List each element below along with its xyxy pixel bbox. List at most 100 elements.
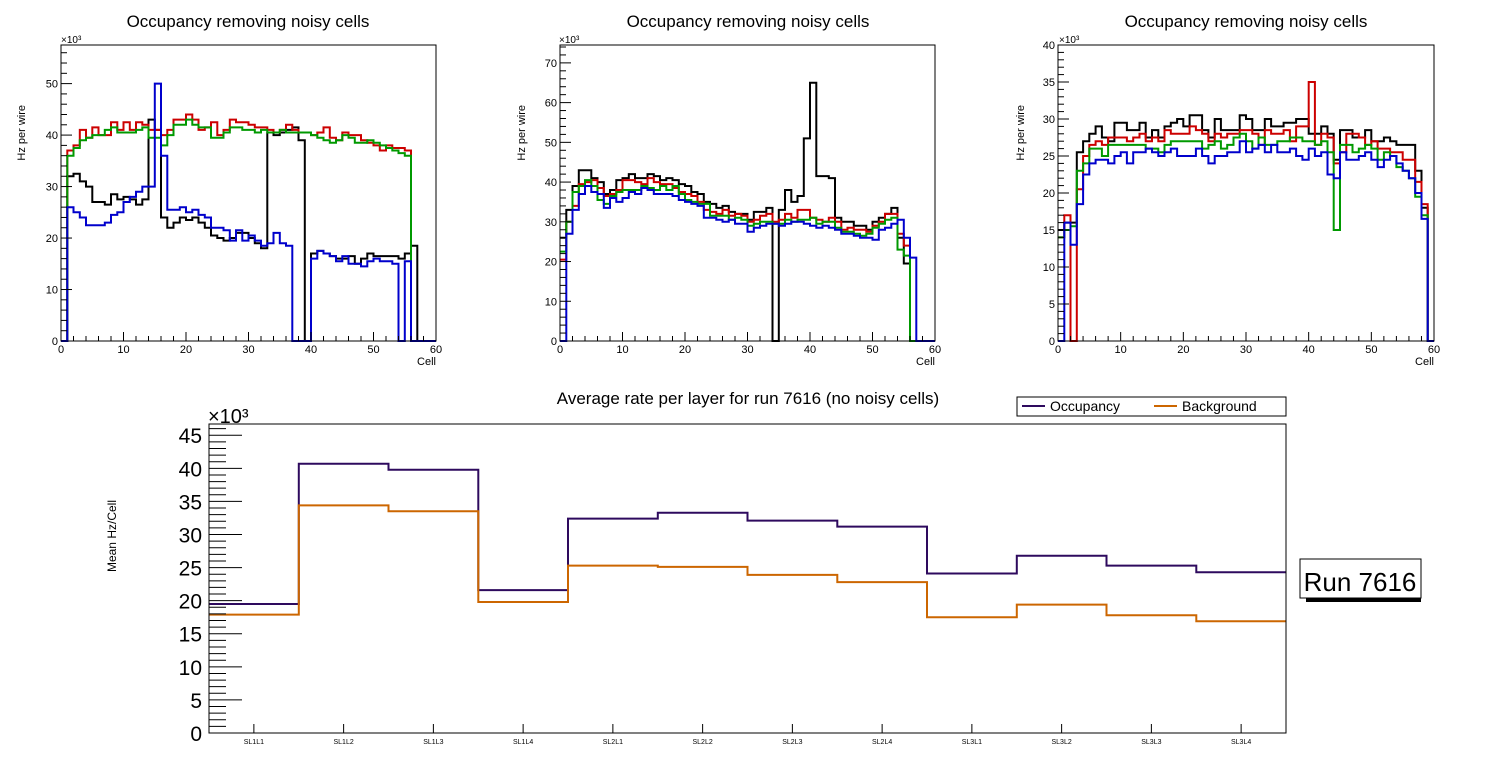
y-tick-label: 30 <box>46 182 58 194</box>
bottom-frame <box>208 423 1287 734</box>
category-label: SL3L4 <box>1231 739 1251 746</box>
legend-box <box>1016 396 1287 417</box>
x-tick-label: 60 <box>430 344 442 356</box>
category-label: SL2L1 <box>603 739 623 746</box>
y-tick-label: 30 <box>179 524 202 547</box>
panel-1-ylabel: Hz per wire <box>16 105 28 161</box>
panel-2-series-layer-2 <box>560 177 935 342</box>
panel-1-frame <box>60 44 437 342</box>
category-label: SL3L3 <box>1141 739 1161 746</box>
panel-3-title: Occupancy removing noisy cells <box>1125 12 1368 31</box>
legend-label-background: Background <box>1182 398 1257 414</box>
x-tick-label: 50 <box>866 344 878 356</box>
panel-3-frame <box>1057 44 1435 342</box>
y-tick-label: 60 <box>545 98 557 110</box>
x-tick-label: 20 <box>1177 344 1189 356</box>
y-tick-label: 40 <box>179 458 202 481</box>
x-tick-label: 60 <box>1428 344 1440 356</box>
category-label: SL1L4 <box>513 739 533 746</box>
panel-3-series-layer-2 <box>1058 81 1434 342</box>
category-label: SL3L2 <box>1052 739 1072 746</box>
category-label: SL2L2 <box>693 739 713 746</box>
x-tick-label: 30 <box>242 344 254 356</box>
y-tick-label: 35 <box>179 491 202 514</box>
x-tick-label: 10 <box>616 344 628 356</box>
panel-1-series-layer-1 <box>61 118 436 342</box>
y-tick-label: 5 <box>1049 299 1055 311</box>
panel-3-occupancy-chart: Occupancy removing noisy cells Hz per wi… <box>1015 12 1440 368</box>
panel-3-multiplier: ×10³ <box>1059 35 1080 46</box>
x-tick-label: 30 <box>741 344 753 356</box>
bottom-title: Average rate per layer for run 7616 (no … <box>557 389 939 408</box>
y-tick-label: 5 <box>190 690 202 713</box>
panel-2-ylabel: Hz per wire <box>516 105 528 161</box>
x-tick-label: 0 <box>557 344 563 356</box>
category-label: SL2L3 <box>782 739 802 746</box>
y-tick-label: 40 <box>1043 40 1055 52</box>
y-tick-label: 0 <box>190 723 202 746</box>
y-tick-label: 0 <box>1049 336 1055 348</box>
y-tick-label: 35 <box>1043 77 1055 89</box>
category-label: SL1L2 <box>334 739 354 746</box>
panel-2-series-layer-4 <box>560 185 935 342</box>
panel-3-xlabel: Cell <box>1415 356 1434 368</box>
x-tick-label: 0 <box>58 344 64 356</box>
y-tick-label: 25 <box>179 558 202 581</box>
y-tick-label: 15 <box>179 624 202 647</box>
y-tick-label: 30 <box>1043 114 1055 126</box>
series-background <box>209 504 1286 623</box>
x-tick-label: 20 <box>679 344 691 356</box>
run-annotation-box <box>1299 558 1422 599</box>
panel-3-ylabel: Hz per wire <box>1015 105 1027 161</box>
y-tick-label: 15 <box>1043 225 1055 237</box>
legend-label-occupancy: Occupancy <box>1050 398 1120 414</box>
panel-1-series-layer-4 <box>61 82 436 342</box>
y-tick-label: 10 <box>1043 262 1055 274</box>
y-tick-label: 10 <box>46 285 58 297</box>
category-label: SL3L1 <box>962 739 982 746</box>
y-tick-label: 40 <box>545 177 557 189</box>
x-tick-label: 20 <box>180 344 192 356</box>
x-tick-label: 40 <box>1303 344 1315 356</box>
run-annotation: Run 7616 <box>1299 558 1422 602</box>
average-rate-chart: Average rate per layer for run 7616 (no … <box>105 389 1422 746</box>
x-tick-label: 10 <box>117 344 129 356</box>
category-label: SL2L4 <box>872 739 892 746</box>
panel-2-multiplier: ×10³ <box>559 35 580 46</box>
y-tick-label: 10 <box>179 657 202 680</box>
panel-1-xlabel: Cell <box>417 356 436 368</box>
series-occupancy <box>209 462 1286 605</box>
panel-1-title: Occupancy removing noisy cells <box>127 12 370 31</box>
panel-3-series-layer-1 <box>1058 114 1434 342</box>
run-annotation-label: Run 7616 <box>1304 567 1417 597</box>
panel-2-occupancy-chart: Occupancy removing noisy cells Hz per wi… <box>516 12 941 368</box>
x-tick-label: 30 <box>1240 344 1252 356</box>
y-tick-label: 20 <box>179 591 202 614</box>
y-tick-label: 0 <box>52 336 58 348</box>
y-tick-label: 25 <box>1043 151 1055 163</box>
y-tick-label: 30 <box>545 217 557 229</box>
y-tick-label: 50 <box>545 137 557 149</box>
x-tick-label: 50 <box>367 344 379 356</box>
x-tick-label: 40 <box>804 344 816 356</box>
legend: Occupancy Background <box>1016 396 1287 417</box>
panel-2-series-layer-1 <box>560 81 935 342</box>
bottom-ylabel: Mean Hz/Cell <box>105 500 119 572</box>
bottom-multiplier: ×10³ <box>208 406 249 428</box>
y-tick-label: 20 <box>1043 188 1055 200</box>
panel-2-title: Occupancy removing noisy cells <box>627 12 870 31</box>
category-label: SL1L1 <box>244 739 264 746</box>
panel-1-series-layer-3 <box>61 118 436 342</box>
panel-3-series-layer-4 <box>1058 140 1434 342</box>
y-tick-label: 10 <box>545 296 557 308</box>
y-tick-label: 50 <box>46 79 58 91</box>
x-tick-label: 60 <box>929 344 941 356</box>
run-annotation-shadow <box>1306 598 1421 602</box>
panel-2-series-layer-3 <box>560 179 935 342</box>
y-tick-label: 45 <box>179 425 202 448</box>
panel-1-occupancy-chart: Occupancy removing noisy cells Hz per wi… <box>16 12 442 368</box>
x-tick-label: 40 <box>305 344 317 356</box>
panel-2-xlabel: Cell <box>916 356 935 368</box>
x-tick-label: 50 <box>1365 344 1377 356</box>
